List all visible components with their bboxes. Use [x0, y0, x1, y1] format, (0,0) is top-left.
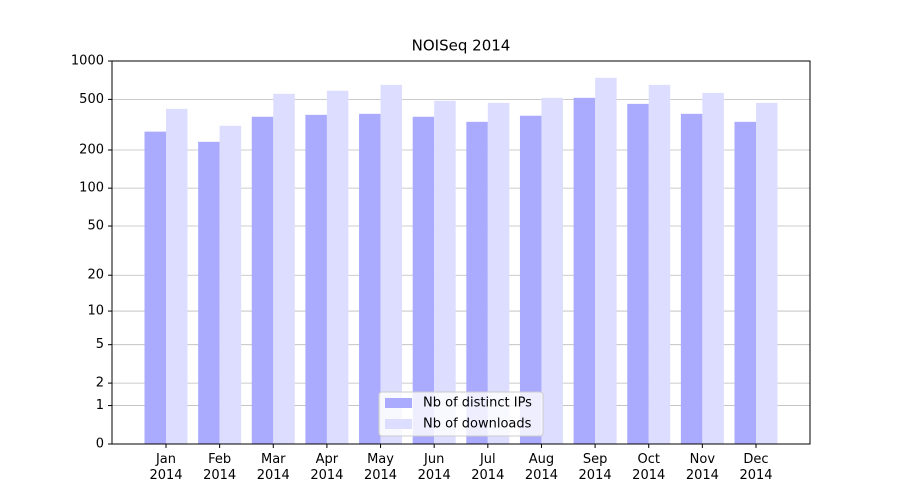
legend-swatch [385, 398, 412, 408]
legend-swatch [385, 419, 412, 429]
y-tick-label: 500 [79, 92, 104, 107]
bar [380, 84, 403, 444]
legend-box [378, 391, 544, 437]
y-tick-label: 200 [79, 143, 104, 158]
x-tick-label: Oct 2014 [632, 452, 666, 483]
bar [541, 97, 563, 444]
y-tick-label: 20 [87, 268, 104, 283]
bar [434, 100, 456, 444]
bar [487, 102, 510, 444]
x-tick-label: Nov 2014 [685, 452, 719, 483]
bar [251, 116, 274, 445]
x-tick-label: Jan 2014 [149, 452, 183, 483]
x-tick-label: Apr 2014 [310, 452, 344, 483]
x-tick-label: Aug 2014 [524, 452, 558, 483]
y-tick-label: 2 [96, 376, 104, 391]
x-tick-label: May 2014 [363, 452, 398, 483]
y-tick-label: 1000 [71, 54, 104, 69]
bar [627, 103, 649, 445]
x-tick-label: Mar 2014 [256, 452, 290, 483]
legend-label: Nb of downloads [423, 417, 532, 432]
bar [305, 114, 327, 444]
bar [648, 84, 671, 444]
bar [412, 116, 435, 445]
bar [680, 113, 703, 445]
bar [734, 121, 756, 444]
bar [573, 97, 596, 444]
bar [273, 93, 295, 444]
x-tick-label: Sep 2014 [578, 452, 612, 483]
bar [702, 92, 724, 445]
x-tick-label: Jun 2014 [417, 452, 451, 483]
bar [166, 108, 188, 444]
legend: Nb of distinct IPs Nb of downloads [378, 391, 544, 437]
y-tick-label: 1 [96, 398, 104, 413]
bar [326, 90, 349, 445]
bar [595, 77, 617, 445]
bar [359, 113, 381, 445]
legend-label: Nb of distinct IPs [423, 396, 532, 411]
bar [144, 131, 166, 444]
x-tick-label: Feb 2014 [203, 452, 237, 483]
x-tick-label: Dec 2014 [739, 452, 773, 483]
bar [198, 141, 220, 444]
x-tick-label: Jul 2014 [471, 452, 505, 483]
bar [219, 125, 242, 444]
plot-frame [111, 60, 811, 445]
y-tick-label: 5 [96, 337, 104, 352]
bar [466, 121, 488, 444]
bar [756, 102, 778, 444]
y-tick-label: 50 [87, 219, 104, 234]
bar [519, 115, 542, 444]
y-tick-label: 100 [79, 181, 104, 196]
chart-title: NOISeq 2014 [412, 37, 511, 55]
y-tick-label: 10 [87, 304, 104, 319]
y-tick-label: 0 [96, 437, 104, 452]
